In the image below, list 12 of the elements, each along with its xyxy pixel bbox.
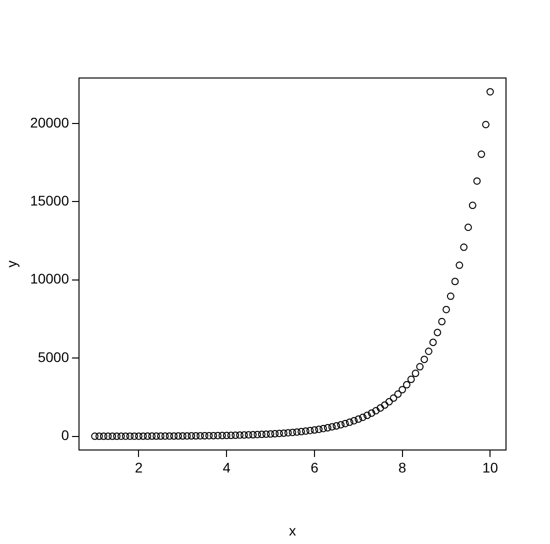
y-tick-label: 15000	[30, 192, 70, 209]
x-tick-label: 4	[222, 459, 231, 476]
x-tick-label: 8	[398, 459, 406, 476]
y-tick-label: 10000	[30, 270, 70, 287]
y-axis-title: y	[3, 260, 20, 268]
x-tick-label: 2	[134, 459, 143, 476]
y-tick-label: 5000	[38, 348, 70, 365]
x-tick-label: 6	[310, 459, 319, 476]
y-tick-label: 20000	[30, 114, 70, 130]
x-tick-label: 10	[482, 459, 498, 476]
y-tick-label: 0	[61, 427, 70, 444]
x-axis-title: x	[289, 522, 296, 538]
